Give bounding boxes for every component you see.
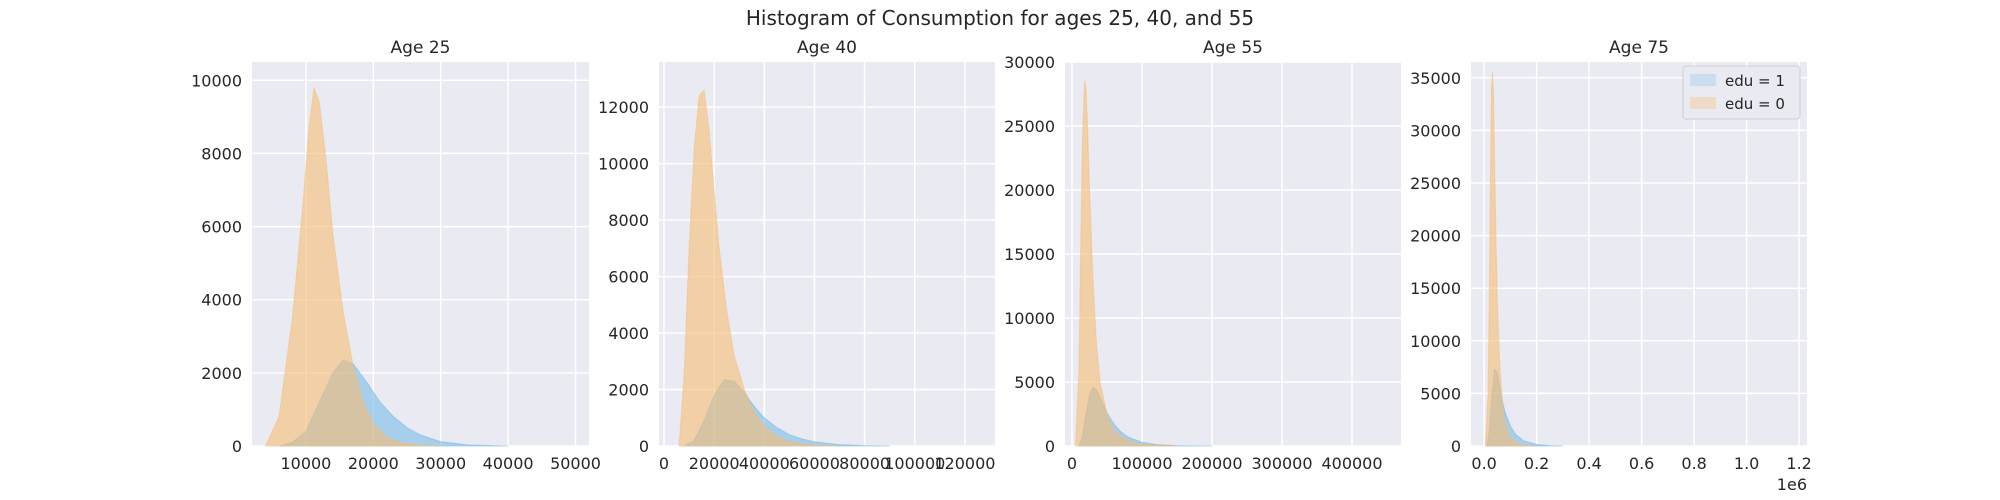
y-tick-label: 0 bbox=[639, 437, 649, 456]
y-tick-label: 20000 bbox=[1410, 227, 1461, 246]
y-tick-label: 8000 bbox=[201, 144, 242, 163]
y-tick-label: 4000 bbox=[608, 324, 649, 343]
y-tick-label: 30000 bbox=[1004, 53, 1055, 72]
x-tick-label: 100000 bbox=[1111, 454, 1172, 473]
series-edu0-area bbox=[1074, 81, 1178, 447]
x-tick-label: 400000 bbox=[1321, 454, 1382, 473]
x-tick-label: 60000 bbox=[789, 454, 840, 473]
y-tick-label: 25000 bbox=[1410, 174, 1461, 193]
x-tick-label: 0 bbox=[659, 454, 669, 473]
chart-panels: 10000 20000 30000 40000 50000020004000600080… bbox=[191, 38, 1812, 494]
panel-1: 10000 20000 30000 40000 50000 0 2000 4000 6000 80… bbox=[191, 38, 601, 473]
x-tick-label: 0.4 bbox=[1576, 454, 1601, 473]
series-edu0-area bbox=[678, 89, 840, 447]
y-tick-label: 0 bbox=[1451, 437, 1461, 456]
x-tick-label: 40000 bbox=[739, 454, 790, 473]
x-tick-label: 0.8 bbox=[1681, 454, 1706, 473]
legend-label-edu0: edu = 0 bbox=[1725, 95, 1785, 113]
series-edu0-area bbox=[1484, 72, 1537, 447]
x-tick-label: 200000 bbox=[1181, 454, 1242, 473]
legend-swatch-edu0 bbox=[1690, 97, 1716, 109]
legend-frame bbox=[1682, 65, 1801, 120]
panel-3: 0 100000 200000 300000 400000 0 5000 10000 15000… bbox=[1004, 38, 1401, 473]
panel-title: Age 40 bbox=[797, 38, 857, 58]
panel-title: Age 55 bbox=[1203, 38, 1263, 58]
x-tick-label: 80000 bbox=[839, 454, 890, 473]
x-tick-label: 100000 bbox=[884, 454, 945, 473]
panel-title: Age 75 bbox=[1609, 38, 1669, 58]
x-axis-offset-label: 1e6 bbox=[1777, 475, 1807, 494]
y-tick-label: 10000 bbox=[598, 155, 649, 174]
x-tick-label: 20000 bbox=[689, 454, 740, 473]
y-tick-label: 35000 bbox=[1410, 69, 1461, 88]
x-tick-label: 0.0 bbox=[1471, 454, 1496, 473]
y-tick-label: 12000 bbox=[598, 98, 649, 117]
x-tick-label: 300000 bbox=[1251, 454, 1312, 473]
x-tick-label: 0.6 bbox=[1629, 454, 1654, 473]
x-tick-label: 10000 bbox=[280, 454, 331, 473]
y-tick-label: 4000 bbox=[201, 291, 242, 310]
y-tick-label: 10000 bbox=[191, 71, 242, 90]
y-tick-label: 10000 bbox=[1004, 309, 1055, 328]
y-tick-label: 30000 bbox=[1410, 121, 1461, 140]
y-tick-label: 6000 bbox=[608, 268, 649, 287]
y-tick-label: 2000 bbox=[608, 381, 649, 400]
x-tick-label: 50000 bbox=[550, 454, 601, 473]
y-tick-label: 20000 bbox=[1004, 181, 1055, 200]
panel-4: 0.0 0.2 0.4 0.6 0.8 1.0 1.2 0 5000 10000 15000 2000… bbox=[1410, 38, 1812, 494]
y-tick-label: 2000 bbox=[201, 364, 242, 383]
y-tick-label: 25000 bbox=[1004, 117, 1055, 136]
y-tick-label: 6000 bbox=[201, 218, 242, 237]
series-edu0-area bbox=[264, 87, 441, 447]
x-tick-label: 1.2 bbox=[1786, 454, 1811, 473]
x-tick-label: 20000 bbox=[348, 454, 399, 473]
y-tick-label: 8000 bbox=[608, 211, 649, 230]
x-tick-label: 30000 bbox=[415, 454, 466, 473]
figure-title: Histogram of Consumption for ages 25, 40… bbox=[746, 6, 1254, 30]
y-tick-label: 5000 bbox=[1014, 373, 1055, 392]
legend-label-edu1: edu = 1 bbox=[1725, 72, 1785, 90]
y-tick-label: 15000 bbox=[1004, 245, 1055, 264]
y-tick-label: 5000 bbox=[1420, 384, 1461, 403]
y-tick-label: 15000 bbox=[1410, 279, 1461, 298]
y-tick-label: 0 bbox=[232, 437, 242, 456]
legend-swatch-edu1 bbox=[1690, 74, 1716, 86]
y-tick-label: 0 bbox=[1045, 437, 1055, 456]
x-tick-label: 120000 bbox=[934, 454, 995, 473]
panel-title: Age 25 bbox=[391, 38, 451, 58]
y-tick-label: 10000 bbox=[1410, 332, 1461, 351]
x-tick-label: 40000 bbox=[483, 454, 534, 473]
x-tick-label: 0 bbox=[1067, 454, 1077, 473]
plot-area bbox=[1471, 62, 1807, 446]
x-tick-label: 1.0 bbox=[1734, 454, 1759, 473]
x-tick-label: 0.2 bbox=[1524, 454, 1549, 473]
legend: edu = 1 edu = 0 bbox=[1682, 65, 1801, 120]
